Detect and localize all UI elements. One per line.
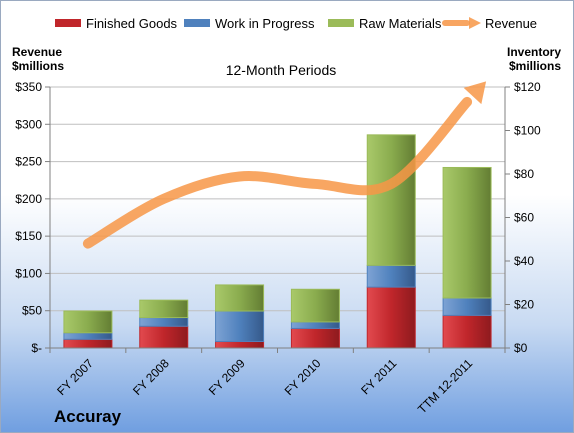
finished-goods-bar [215, 340, 265, 349]
revenue-arrow-head [463, 81, 487, 105]
left-axis-title-line2: $millions [12, 59, 64, 73]
left-axis-tick-label: $100 [15, 266, 42, 280]
right-axis-tick-label: $120 [514, 80, 541, 94]
right-axis-tick-label: $40 [514, 254, 534, 268]
grid [50, 86, 505, 312]
work-in-progress-bar [290, 321, 340, 329]
finished-goods-bar [63, 338, 113, 349]
raw-materials-bar [366, 134, 416, 266]
bars [63, 134, 492, 349]
finished-goods-bar [442, 314, 492, 349]
raw-materials-bar [63, 310, 113, 334]
work-in-progress-bar [139, 317, 189, 327]
legend-revenue-arrow [469, 17, 481, 29]
left-axis-tick-label: $50 [22, 304, 42, 318]
left-axis-tick-label: $250 [15, 155, 42, 169]
legend-finished-goods-label: Finished Goods [86, 16, 178, 31]
company-name: Accuray [54, 407, 122, 426]
work-in-progress-bar [366, 264, 416, 288]
right-axis-tick-label: $20 [514, 298, 534, 312]
right-axis-tick-label: $80 [514, 167, 534, 181]
finished-goods-bar [139, 325, 189, 349]
raw-materials-bar [139, 299, 189, 319]
legend-finished-goods-swatch [55, 19, 81, 27]
right-axis-tick-label: $60 [514, 211, 534, 225]
legend-revenue-label: Revenue [485, 16, 537, 31]
revenue-line [82, 96, 473, 249]
work-in-progress-bar [63, 332, 113, 340]
right-axis-title-line1: Inventory [507, 45, 561, 59]
legend-raw-materials-label: Raw Materials [359, 16, 442, 31]
left-axis-tick-label: $200 [15, 192, 42, 206]
left-axis-tick-label: $350 [15, 80, 42, 94]
left-axis-tick-label: $150 [15, 229, 42, 243]
right-axis-tick-label: $0 [514, 341, 528, 355]
raw-materials-bar [215, 284, 265, 312]
legend-work-in-progress-label: Work in Progress [215, 16, 315, 31]
raw-materials-bar [290, 288, 340, 323]
finished-goods-bar [290, 327, 340, 349]
chart-title: 12-Month Periods [226, 62, 337, 78]
left-axis-tick-label: $- [31, 341, 42, 355]
finished-goods-bar [366, 286, 416, 349]
legend-work-in-progress-swatch [184, 19, 210, 27]
legend: Finished Goods Work in Progress Raw Materi… [55, 16, 537, 31]
revenue-line-group [82, 81, 487, 249]
right-axis-tick-label: $100 [514, 124, 541, 138]
right-axis-title-line2: $millions [509, 59, 561, 73]
work-in-progress-bar [215, 310, 265, 342]
left-axis-tick-label: $300 [15, 117, 42, 131]
raw-materials-bar [442, 166, 492, 299]
work-in-progress-bar [442, 297, 492, 316]
left-axis-title-line1: Revenue [12, 45, 62, 59]
legend-raw-materials-swatch [328, 19, 354, 27]
